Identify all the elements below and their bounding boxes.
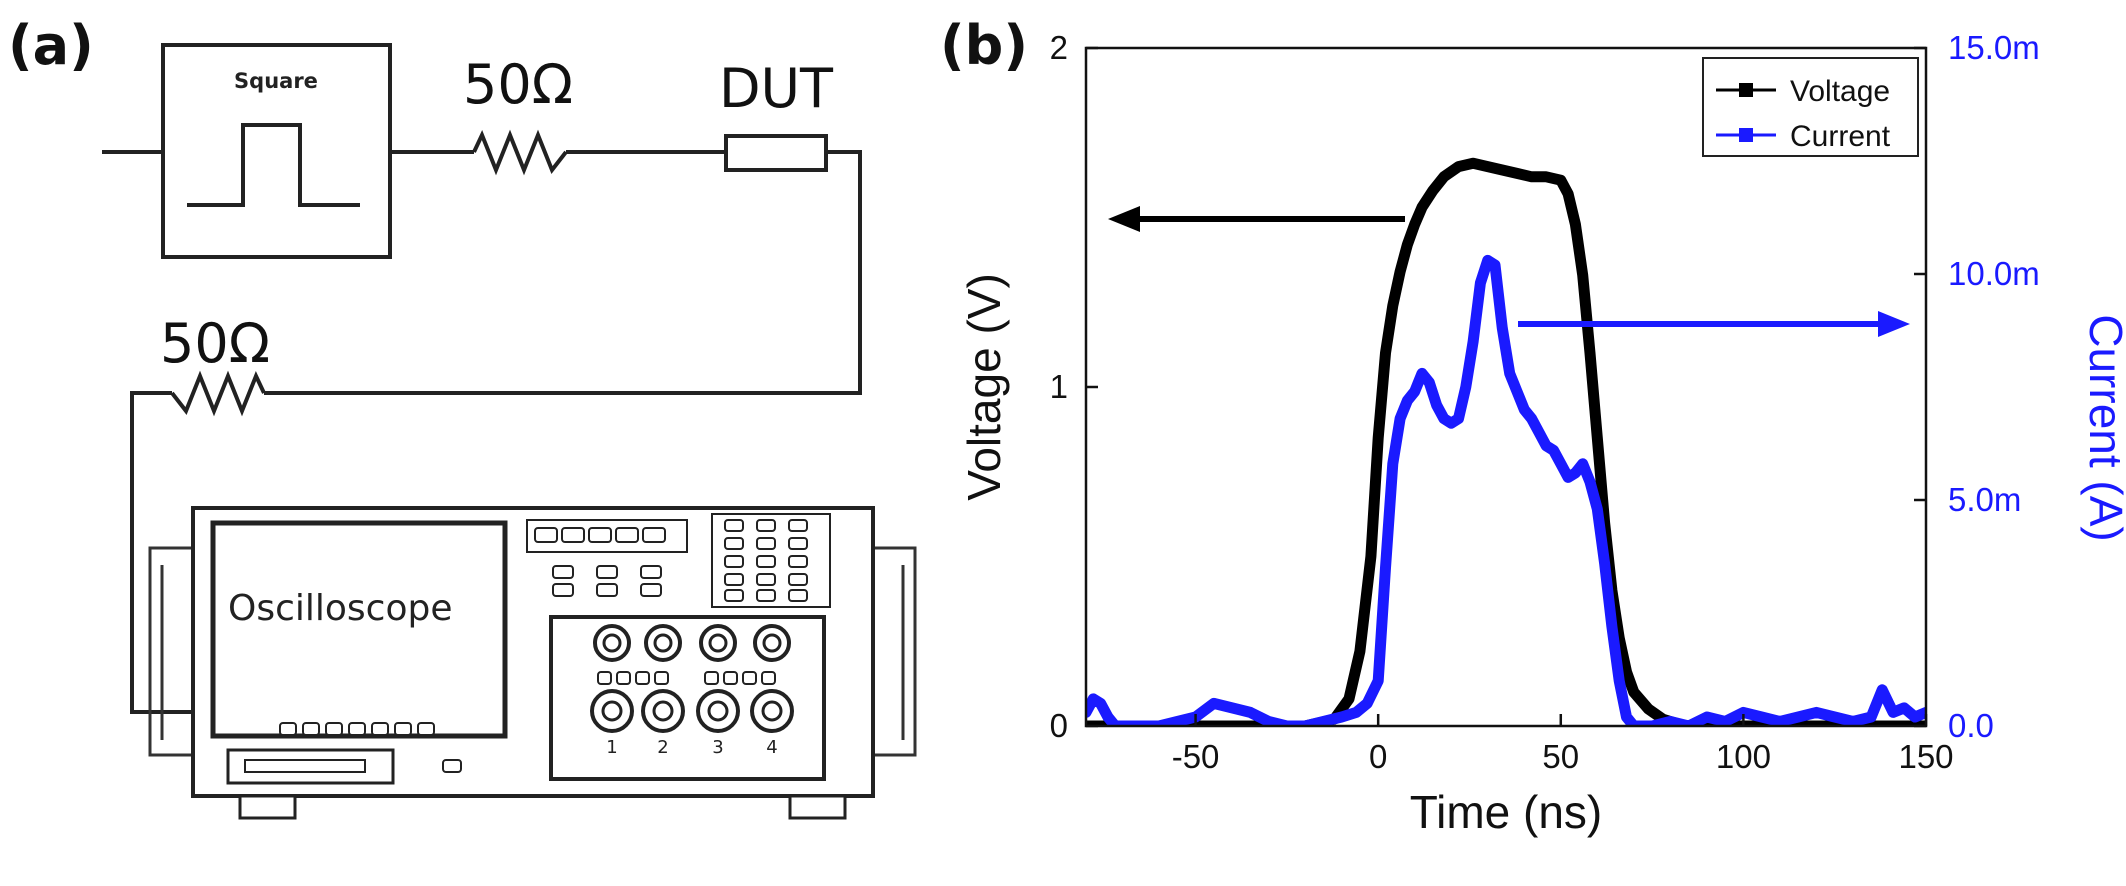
- panel-b: (b) -50 0 50 100 150 0 1 2 0.0 5.0m 10.0m 15.0m Tim…: [940, 14, 2126, 838]
- chart: -50 0 50 100 150 0 1 2 0.0 5.0m 10.0m 15.0m Time (n…: [958, 29, 2126, 838]
- y-tick-label: 2: [1050, 29, 1068, 66]
- x-axis-title: Time (ns): [1410, 786, 1603, 838]
- oscilloscope-label: Oscilloscope: [228, 588, 453, 629]
- panel-b-label: (b): [940, 14, 1028, 77]
- disk-slot: [244, 759, 366, 773]
- legend-voltage-label: Voltage: [1790, 75, 1890, 108]
- wire-dut-shunt: [264, 150, 862, 395]
- legend: Voltage Current: [1702, 57, 1919, 157]
- right-handle-icon: [870, 546, 917, 757]
- left-handle-icon: [148, 546, 195, 757]
- y2-axis-title: Current (A): [2080, 314, 2126, 541]
- x-tick-label: 50: [1542, 738, 1579, 775]
- square-wave-generator: Square: [161, 43, 392, 259]
- screen-buttons: [279, 722, 435, 736]
- port-number-2: 2: [657, 737, 668, 758]
- channel-inputs: [590, 689, 794, 733]
- y2-tick-label: 0.0: [1948, 707, 1994, 744]
- port-number-3: 3: [712, 737, 723, 758]
- oscilloscope: Oscilloscope: [148, 506, 917, 820]
- square-pulse-icon: [187, 123, 360, 207]
- current-arrowhead-icon: [1878, 311, 1910, 337]
- axes-layer: -50 0 50 100 150 0 1 2 0.0 5.0m 10.0m 15.0m: [1050, 29, 2040, 775]
- y-axis-title: Voltage (V): [958, 273, 1010, 501]
- y2-tick-label: 15.0m: [1948, 29, 2040, 66]
- y-tick-label: 0: [1050, 707, 1068, 744]
- voltage-arrowhead-icon: [1108, 206, 1140, 232]
- right-foot: [788, 794, 847, 820]
- knobs-top: [593, 624, 791, 662]
- series-current-line: [1086, 254, 1926, 726]
- panel-a-label: (a): [8, 14, 94, 77]
- legend-box: [1702, 57, 1919, 157]
- generator-label: Square: [234, 69, 318, 93]
- top-buttons: [534, 527, 666, 543]
- x-tick-label: 150: [1898, 738, 1953, 775]
- power-button: [442, 759, 462, 773]
- dut-label: DUT: [719, 57, 834, 120]
- y2-tick-label: 10.0m: [1948, 255, 2040, 292]
- series-resistor-label: 50Ω: [463, 53, 573, 116]
- panel-a: (a) Square 50Ω DUT 50Ω: [8, 14, 917, 820]
- channel-small-buttons: [597, 671, 776, 685]
- dut-icon: [724, 134, 828, 172]
- y-tick-label: 1: [1050, 368, 1068, 405]
- mid-buttons: [552, 565, 662, 597]
- port-number-1: 1: [606, 737, 617, 758]
- shunt-resistor-icon: [170, 370, 266, 417]
- x-tick-label: 0: [1369, 738, 1387, 775]
- shunt-resistor-label: 50Ω: [160, 312, 270, 375]
- x-tick-label: 100: [1716, 738, 1771, 775]
- current-arrow: [1518, 311, 1910, 337]
- legend-voltage-marker: [1739, 83, 1753, 97]
- x-tick-label: -50: [1172, 738, 1220, 775]
- legend-current-marker: [1739, 128, 1753, 142]
- series-voltage-line: [1086, 157, 1926, 726]
- voltage-arrow: [1108, 206, 1405, 232]
- series-resistor-icon: [472, 129, 568, 176]
- keypad-buttons: [724, 519, 808, 602]
- series-layer: [1086, 157, 1926, 726]
- left-foot: [238, 794, 297, 820]
- legend-current-label: Current: [1790, 120, 1891, 153]
- y2-tick-label: 5.0m: [1948, 481, 2021, 518]
- port-number-4: 4: [766, 737, 777, 758]
- oscilloscope-screen: [210, 520, 508, 739]
